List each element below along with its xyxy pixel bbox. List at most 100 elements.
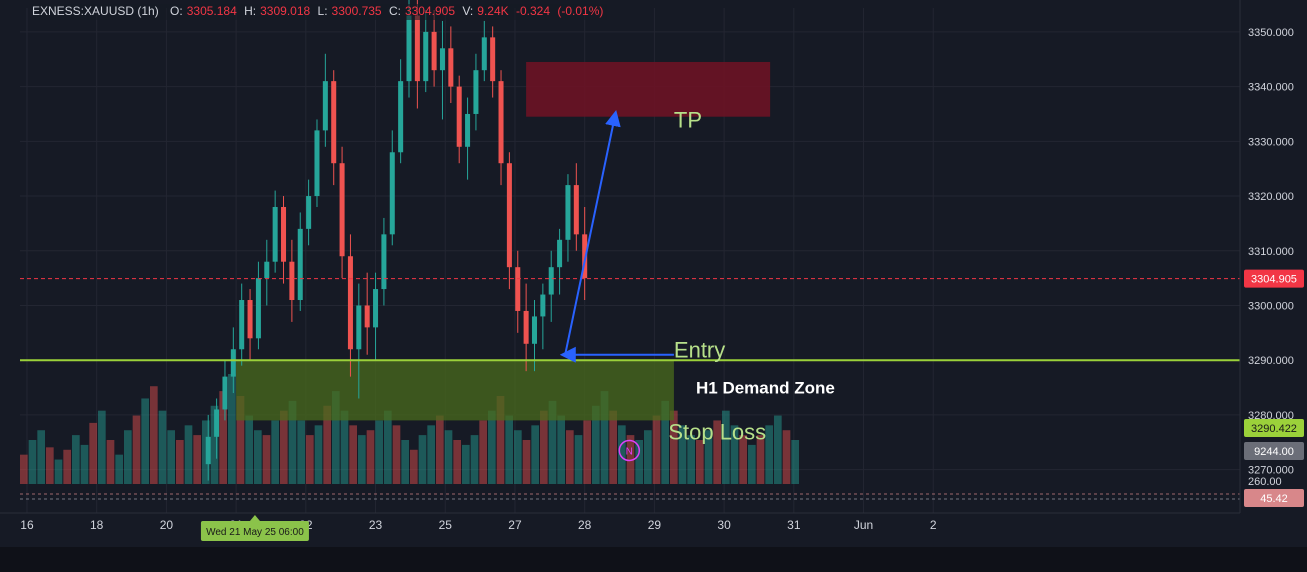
candle-body (515, 267, 521, 311)
open-value: 3305.184 (186, 4, 237, 18)
candle (473, 53, 479, 131)
volume-bar (54, 459, 63, 484)
candle-body (272, 206, 278, 262)
volume-bar (548, 400, 557, 484)
time-tick-label: 2 (930, 518, 937, 532)
candle-body (255, 278, 261, 339)
volume-bar (288, 400, 297, 484)
volume-bar (652, 415, 661, 484)
candle (297, 212, 303, 311)
annotation-sl: Stop Loss (668, 420, 766, 445)
candle-body (565, 185, 571, 240)
volume-bar (670, 410, 678, 484)
candle (548, 250, 554, 322)
volume-bar (531, 425, 539, 484)
candle-body (205, 436, 211, 465)
indicator-tag: 45.42 (1260, 493, 1288, 505)
volume-bar (176, 440, 184, 484)
volume-bar (115, 454, 123, 484)
volume-bar (479, 420, 487, 484)
candle (272, 190, 278, 273)
volume-bar (496, 396, 505, 484)
candle-body (448, 48, 454, 87)
volume-bar (722, 410, 730, 484)
open-label: O: (170, 4, 183, 18)
volume-bar (193, 435, 201, 484)
candle (289, 239, 295, 322)
candle-body (239, 300, 245, 350)
close-label: C: (388, 4, 401, 18)
trend-arrow (564, 110, 621, 355)
candle (540, 283, 546, 350)
candle-body (557, 239, 563, 268)
volume-bar (557, 415, 565, 484)
candle-body (431, 31, 437, 71)
candle (506, 152, 512, 290)
candle-body (531, 316, 538, 344)
volume-bar (574, 435, 583, 484)
candle-body (465, 113, 471, 147)
candle (222, 360, 228, 421)
volume-bar (358, 435, 366, 484)
candle (456, 75, 462, 164)
volume-bar (514, 430, 522, 484)
price-tick-label: 3350.000 (1248, 27, 1294, 39)
price-tick-label: 3270.000 (1248, 465, 1294, 477)
candle-body (540, 294, 546, 317)
volume-bar (626, 435, 635, 484)
volume-bar (522, 440, 531, 484)
volume-bar (462, 444, 470, 484)
volume-bar (540, 410, 548, 484)
volume-value: 9.24K (477, 4, 509, 18)
close-value: 3304.905 (404, 4, 456, 18)
candle (573, 163, 579, 251)
candle-body (306, 196, 312, 229)
candle-body (331, 81, 337, 164)
volume-bar (791, 440, 799, 484)
volume-bar (323, 405, 331, 484)
candle-body (506, 163, 512, 268)
volume-bar (488, 410, 496, 484)
volume-bar (444, 430, 453, 484)
volume-bar (592, 405, 600, 484)
candle (347, 234, 353, 377)
candle (331, 70, 337, 186)
volume-bar (340, 410, 349, 484)
volume-tag: 9244.00 (1254, 446, 1294, 458)
volume-bar (63, 449, 71, 484)
candle (439, 20, 445, 120)
price-tick-label: 3280.000 (1248, 410, 1294, 422)
candle (373, 272, 379, 361)
volume-bar (609, 410, 617, 484)
time-tick-label: Jun (854, 518, 873, 532)
candle-body (398, 81, 404, 153)
candle (306, 179, 312, 246)
volume-bar (583, 420, 591, 484)
volume-bar (141, 398, 149, 484)
volume-bar (427, 425, 435, 484)
volume-bar (124, 430, 132, 484)
price-tick-label: 3290.000 (1248, 355, 1294, 367)
volume-bar (150, 386, 158, 484)
candle (264, 239, 270, 306)
candle (356, 283, 362, 399)
candle (205, 414, 211, 481)
volume-bar (158, 410, 167, 484)
volume-bar (132, 415, 141, 484)
candle (247, 289, 253, 361)
ohlc-legend: EXNESS:XAUUSD (1h) O: 3305.184 H: 3309.018… (32, 4, 608, 20)
candle (523, 283, 529, 372)
candle (448, 26, 454, 104)
volume-bar (375, 420, 383, 484)
volume-bar (453, 440, 461, 484)
volume-bar (687, 435, 695, 484)
candle-body (364, 305, 370, 328)
candle-body (481, 37, 487, 71)
volume-bar (392, 425, 401, 484)
volume-bar (774, 415, 782, 484)
high-label: H: (244, 4, 257, 18)
candle-body (456, 86, 462, 147)
volume-bar (37, 430, 45, 484)
